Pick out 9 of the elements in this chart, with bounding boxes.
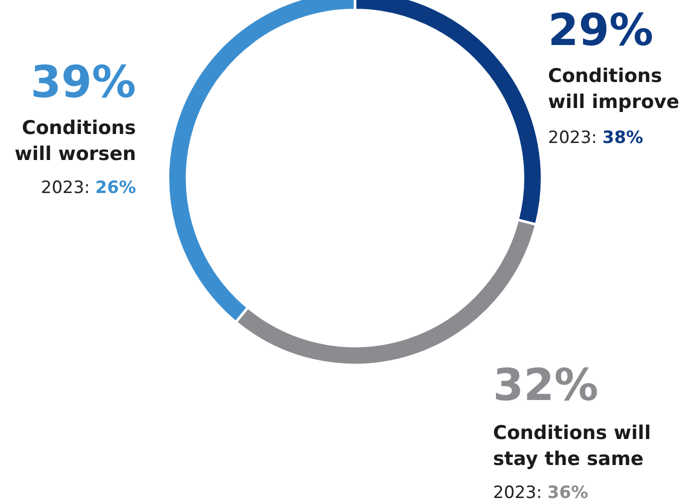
text: 2023: 38% (548, 128, 644, 148)
data-label: 39% (30, 57, 136, 108)
data-label: 29% (548, 5, 654, 56)
slice-label: Conditions will worsen (14, 117, 136, 165)
text: 2023: 36% (493, 483, 588, 502)
data-label: 32% (493, 360, 598, 411)
text: 2023: 26% (40, 178, 136, 198)
slice-label: Conditions will stay the same (493, 422, 651, 470)
slice-label: Conditions will improve (548, 65, 680, 113)
